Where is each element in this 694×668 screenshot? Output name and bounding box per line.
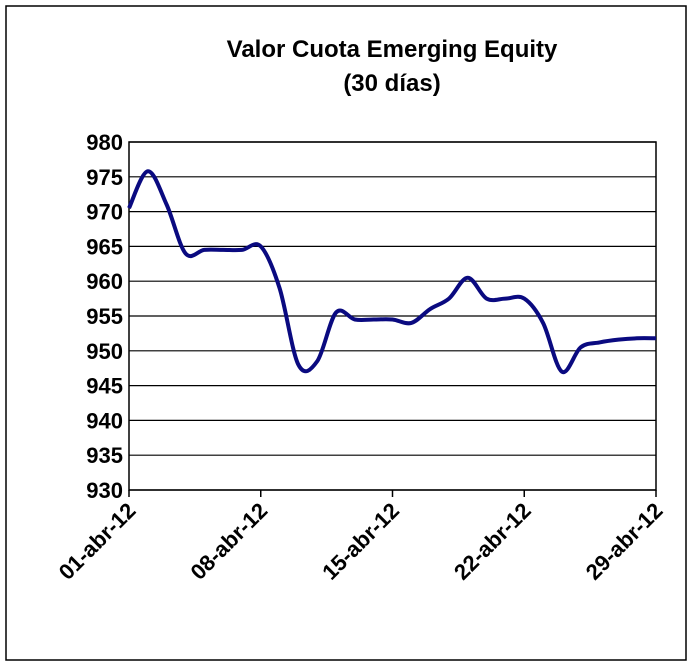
y-tick-label: 950 (86, 339, 123, 364)
y-tick-label: 935 (86, 443, 123, 468)
y-tick-label: 945 (86, 374, 123, 399)
y-tick-label: 930 (86, 478, 123, 503)
y-tick-label: 980 (86, 130, 123, 155)
chart-title: (30 días) (343, 70, 440, 97)
y-tick-label: 965 (86, 234, 123, 259)
chart-title: Valor Cuota Emerging Equity (227, 36, 558, 63)
chart-border (5, 5, 687, 661)
y-tick-label: 960 (86, 269, 123, 294)
y-tick-label: 955 (86, 304, 123, 329)
y-tick-label: 970 (86, 200, 123, 225)
y-tick-label: 975 (86, 165, 123, 190)
y-tick-label: 940 (86, 408, 123, 433)
line-series (127, 169, 657, 374)
